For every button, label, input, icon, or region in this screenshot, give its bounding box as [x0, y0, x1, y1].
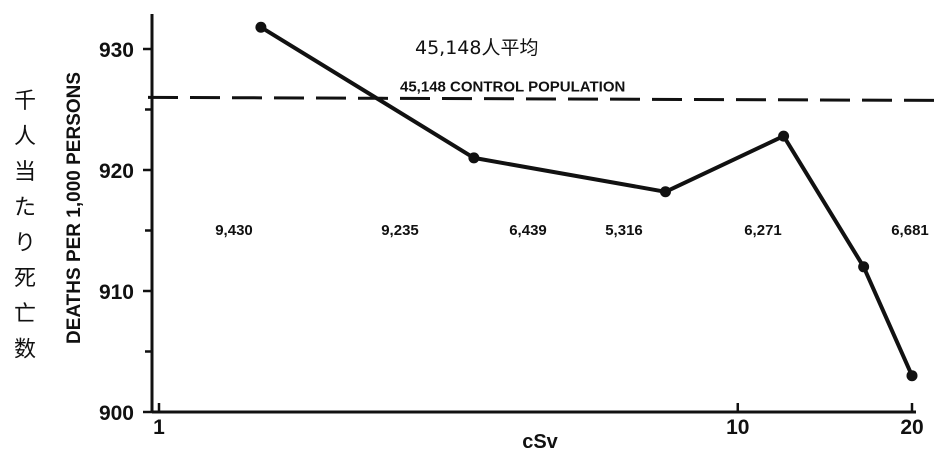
- group-count-label: 9,235: [381, 222, 419, 239]
- chart-annotation: 45,148人平均: [415, 37, 538, 59]
- data-point: [255, 21, 267, 33]
- x-tick-label: 10: [726, 416, 749, 439]
- x-ticks: 1 10 20: [153, 403, 924, 439]
- x-tick-label: 1: [153, 416, 165, 439]
- group-count-label: 6,681: [891, 222, 929, 239]
- group-count-label: 6,271: [744, 222, 782, 239]
- x-axis-label: cSv: [522, 431, 558, 451]
- data-point: [778, 130, 790, 142]
- control-population-line: [147, 95, 935, 102]
- y-ticks: 900 910 920 930: [99, 39, 152, 425]
- reference-line-group: 45,148 CONTROL POPULATION: [147, 78, 935, 102]
- data-series: [255, 21, 918, 382]
- group-count-label: 5,316: [605, 222, 643, 239]
- y-axis-label-japanese: 千人当たり死亡数: [14, 89, 36, 363]
- series-line: [259, 25, 914, 377]
- x-tick-label: 20: [900, 416, 923, 439]
- data-point: [468, 152, 480, 164]
- data-point: [906, 370, 918, 382]
- data-point: [659, 186, 671, 198]
- data-point: [858, 261, 870, 273]
- control-population-label: 45,148 CONTROL POPULATION: [400, 78, 625, 95]
- group-count-labels: 9,430 9,235 6,439 5,316 6,271 6,681: [215, 222, 929, 239]
- y-tick-label: 910: [99, 281, 134, 304]
- group-count-label: 9,430: [215, 222, 253, 239]
- group-count-label: 6,439: [509, 222, 547, 239]
- y-tick-label: 900: [99, 402, 134, 425]
- y-tick-label: 930: [99, 39, 134, 62]
- y-axis-label: DEATHS PER 1,000 PERSONS: [64, 72, 85, 344]
- y-tick-label: 920: [99, 160, 134, 183]
